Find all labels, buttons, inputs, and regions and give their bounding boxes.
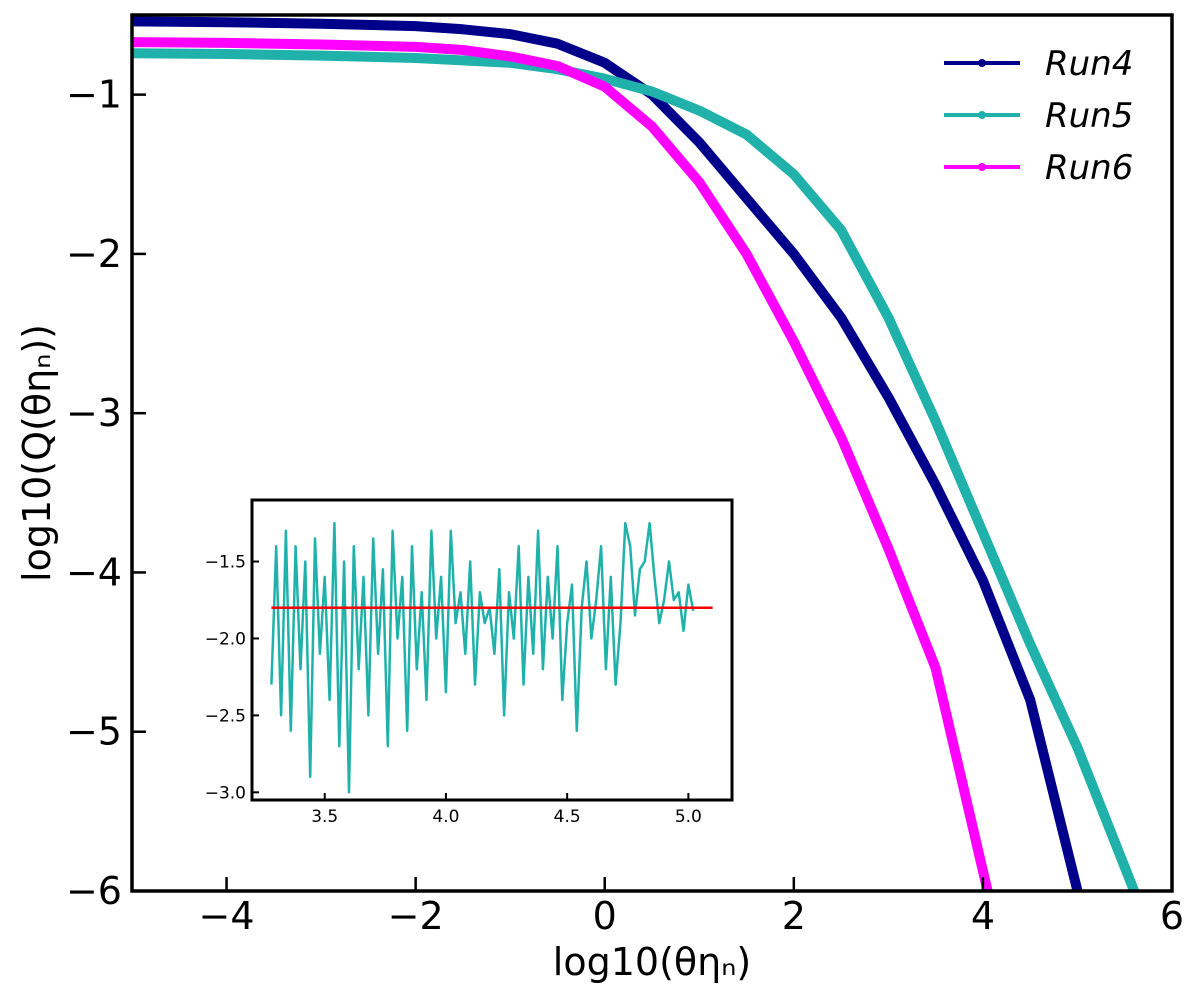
main-x-tick-label: 4 [971, 894, 995, 938]
inset-x-tick-label: 5.0 [675, 807, 702, 827]
x-axis-title: log10(θηₙ) [553, 940, 751, 984]
main-x-axis: −4 −2 0 2 4 6 [199, 877, 1184, 938]
legend-label-run4: Run4 [1045, 44, 1133, 84]
main-series-group [131, 16, 1139, 893]
main-y-tick-label: −4 [66, 550, 122, 594]
main-y-axis: −1 −2 −3 −4 −5 −6 [66, 73, 146, 913]
legend-label-run5: Run5 [1045, 96, 1133, 136]
inset-x-tick-label: 3.5 [311, 807, 338, 827]
main-y-tick-label: −1 [66, 73, 122, 117]
main-series-run6 [131, 37, 993, 893]
legend-marker-run4 [978, 59, 986, 67]
inset-series-group [270, 521, 713, 794]
main-series-run4 [131, 16, 1083, 893]
main-x-tick-label: 6 [1160, 894, 1184, 938]
main-x-tick-label: −2 [388, 894, 444, 938]
inset-plot: 3.5 4.0 4.5 5.0 −1.5 −2.0 −2.5 −3.0 [205, 498, 734, 827]
inset-y-tick-label: −1.5 [205, 553, 246, 573]
inset-frame [250, 498, 734, 802]
main-y-tick-label: −5 [66, 710, 122, 754]
main-x-tick-label: −4 [199, 894, 255, 938]
main-y-tick-label: −6 [66, 869, 122, 913]
inset-y-tick-label: −2.0 [205, 629, 246, 649]
inset-y-tick-label: −2.5 [205, 706, 246, 726]
legend: Run4 Run5 Run6 [944, 44, 1133, 188]
inset-x-axis: 3.5 4.0 4.5 5.0 [311, 793, 702, 827]
main-y-tick-label: −3 [66, 391, 122, 435]
y-axis-title: log10(Q(θηₙ)) [15, 324, 59, 582]
main-y-tick-label: −2 [66, 232, 122, 276]
legend-label-run6: Run6 [1045, 148, 1133, 188]
main-x-tick-label: 2 [782, 894, 806, 938]
main-x-tick-label: 0 [593, 894, 617, 938]
inset-x-tick-label: 4.0 [432, 807, 459, 827]
main-plot-frame [130, 13, 1174, 893]
inset-x-tick-label: 4.5 [554, 807, 581, 827]
inset-y-axis: −1.5 −2.0 −2.5 −3.0 [205, 553, 259, 803]
main-plot: −4 −2 0 2 4 6 −1 −2 −3 −4 −5 −6 [66, 13, 1184, 938]
inset-y-tick-label: −3.0 [205, 783, 246, 803]
main-series-run5 [131, 48, 1139, 893]
legend-marker-run5 [978, 111, 986, 119]
inset-background [252, 500, 732, 800]
legend-marker-run6 [978, 163, 986, 171]
